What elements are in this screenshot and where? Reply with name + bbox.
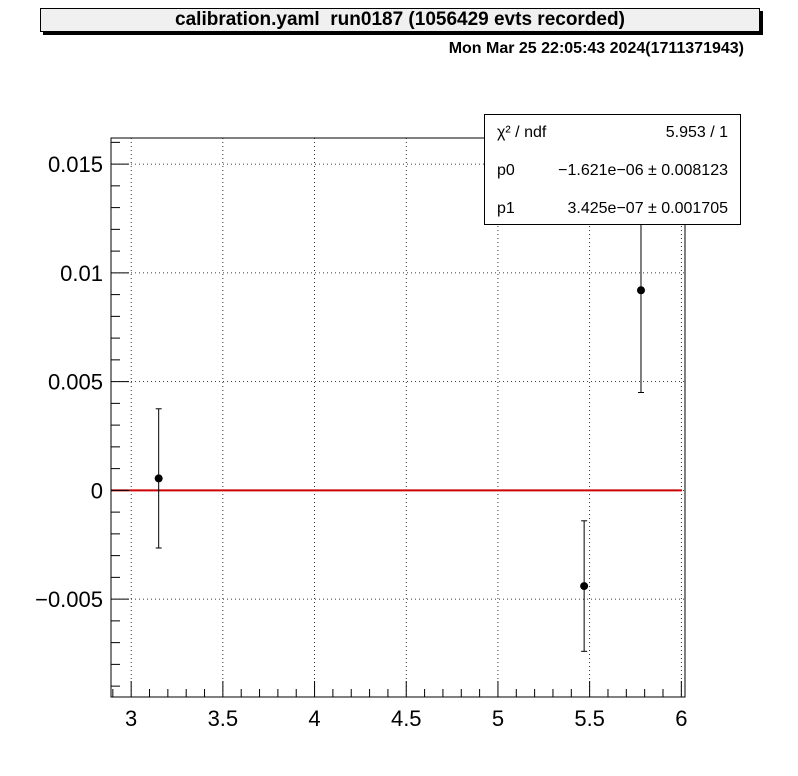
y-tick-label: 0.005 xyxy=(48,370,103,395)
plot-frame xyxy=(110,137,686,698)
stat-value: 3.425e−07 ± 0.001705 xyxy=(567,200,728,217)
point-marker xyxy=(580,582,589,591)
data-points xyxy=(154,187,645,652)
stat-value: 5.953 / 1 xyxy=(665,124,728,141)
data-point xyxy=(580,520,589,652)
y-tick-label: −0.005 xyxy=(35,587,103,612)
x-tick-label: 4 xyxy=(308,706,320,731)
point-marker xyxy=(154,474,163,483)
point-marker xyxy=(636,286,645,295)
stat-label: p0 xyxy=(497,162,515,179)
stat-row-chi2: χ² / ndf 5.953 / 1 xyxy=(497,124,728,144)
plot-title: calibration.yaml run0187 (1056429 evts r… xyxy=(40,8,760,32)
stat-value: −1.621e−06 ± 0.008123 xyxy=(558,162,728,179)
x-tick-label: 3.5 xyxy=(208,706,239,731)
stats-box: χ² / ndf 5.953 / 1 p0 −1.621e−06 ± 0.008… xyxy=(484,114,741,225)
axes: 3 3.5 4 4.5 5 5.5 6 −0.005 0 0.005 0.01 0.015 xyxy=(35,141,687,731)
stat-row-p1: p1 3.425e−07 ± 0.001705 xyxy=(497,200,728,220)
x-tick-label: 3 xyxy=(125,706,137,731)
y-tick-label: 0 xyxy=(91,478,103,503)
stat-label: χ² / ndf xyxy=(497,124,547,141)
x-tick-label: 4.5 xyxy=(391,706,422,731)
y-tick-label: 0.015 xyxy=(48,152,103,177)
stat-row-p0: p0 −1.621e−06 ± 0.008123 xyxy=(497,162,728,182)
x-tick-label: 5.5 xyxy=(574,706,605,731)
y-tick-label: 0.01 xyxy=(60,261,103,286)
datestamp: Mon Mar 25 22:05:43 2024(1711371943) xyxy=(448,40,744,57)
x-tick-label: 6 xyxy=(675,706,687,731)
data-point xyxy=(154,408,163,549)
stat-label: p1 xyxy=(497,200,515,217)
x-tick-label: 5 xyxy=(492,706,504,731)
